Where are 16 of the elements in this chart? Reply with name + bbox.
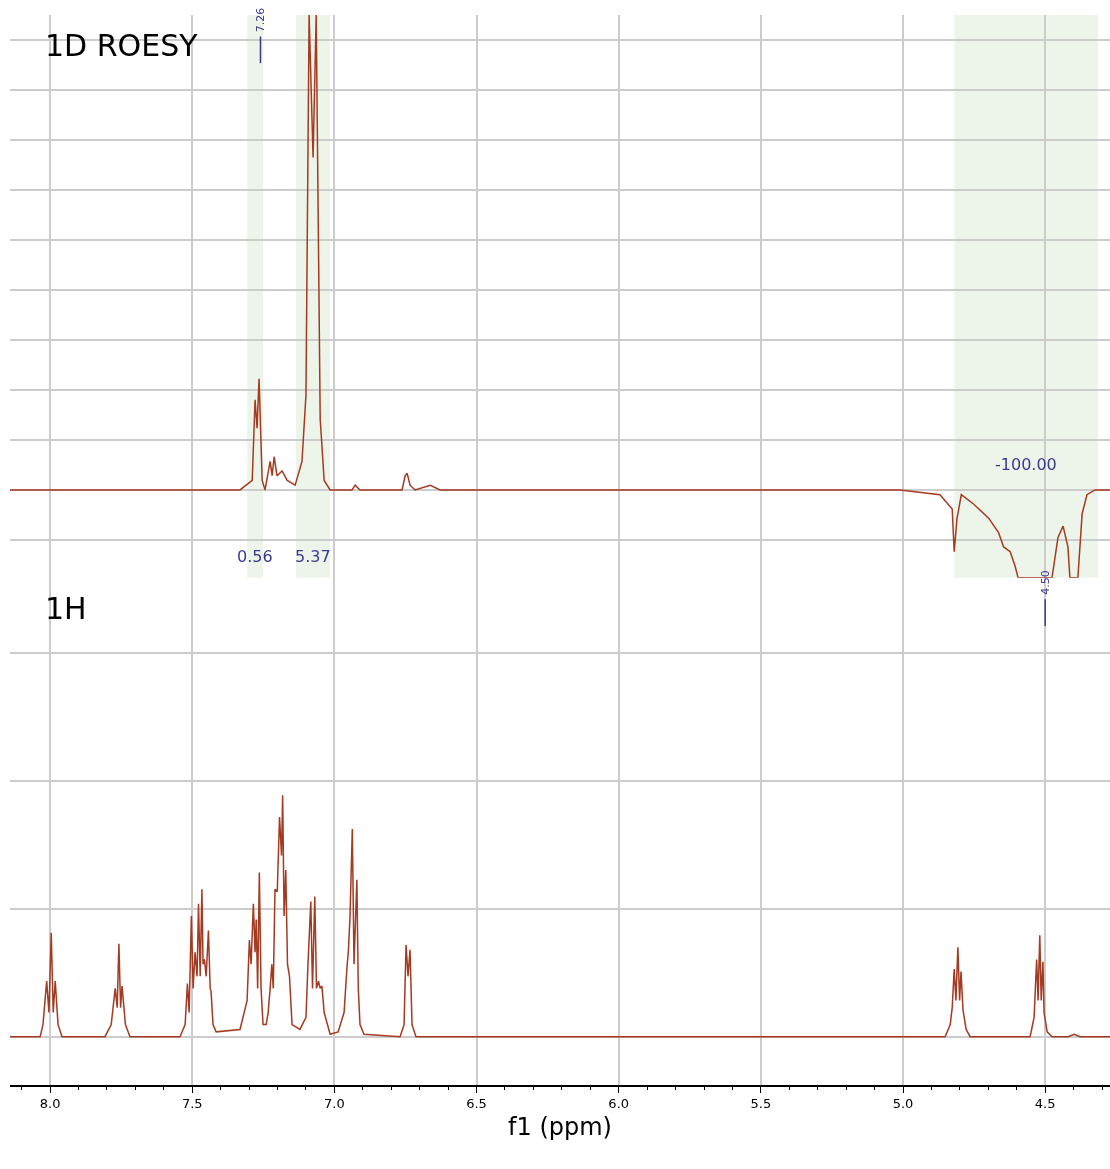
x-axis-title: f1 (ppm): [508, 1113, 612, 1142]
x-tick-label: 6.5: [466, 1096, 487, 1112]
ref-line-label: 4.50: [1038, 570, 1052, 595]
text: 1D ROESY: [45, 28, 199, 63]
ref-line-label: 7.26: [253, 7, 267, 33]
x-tick-label: 6.0: [608, 1096, 630, 1112]
x-tick-label: 8.0: [39, 1096, 61, 1112]
band-label: -100.00: [995, 455, 1057, 474]
x-tick-label: 4.5: [1034, 1096, 1056, 1112]
band-label: 0.56: [237, 547, 273, 566]
band-label: 5.37: [295, 547, 331, 566]
x-tick-label: 7.5: [181, 1096, 203, 1112]
x-tick-label: 5.0: [892, 1096, 914, 1112]
x-tick-label: 5.5: [750, 1096, 772, 1112]
x-tick-label: 7.0: [324, 1096, 345, 1112]
chart-title: 1H: [45, 591, 87, 626]
